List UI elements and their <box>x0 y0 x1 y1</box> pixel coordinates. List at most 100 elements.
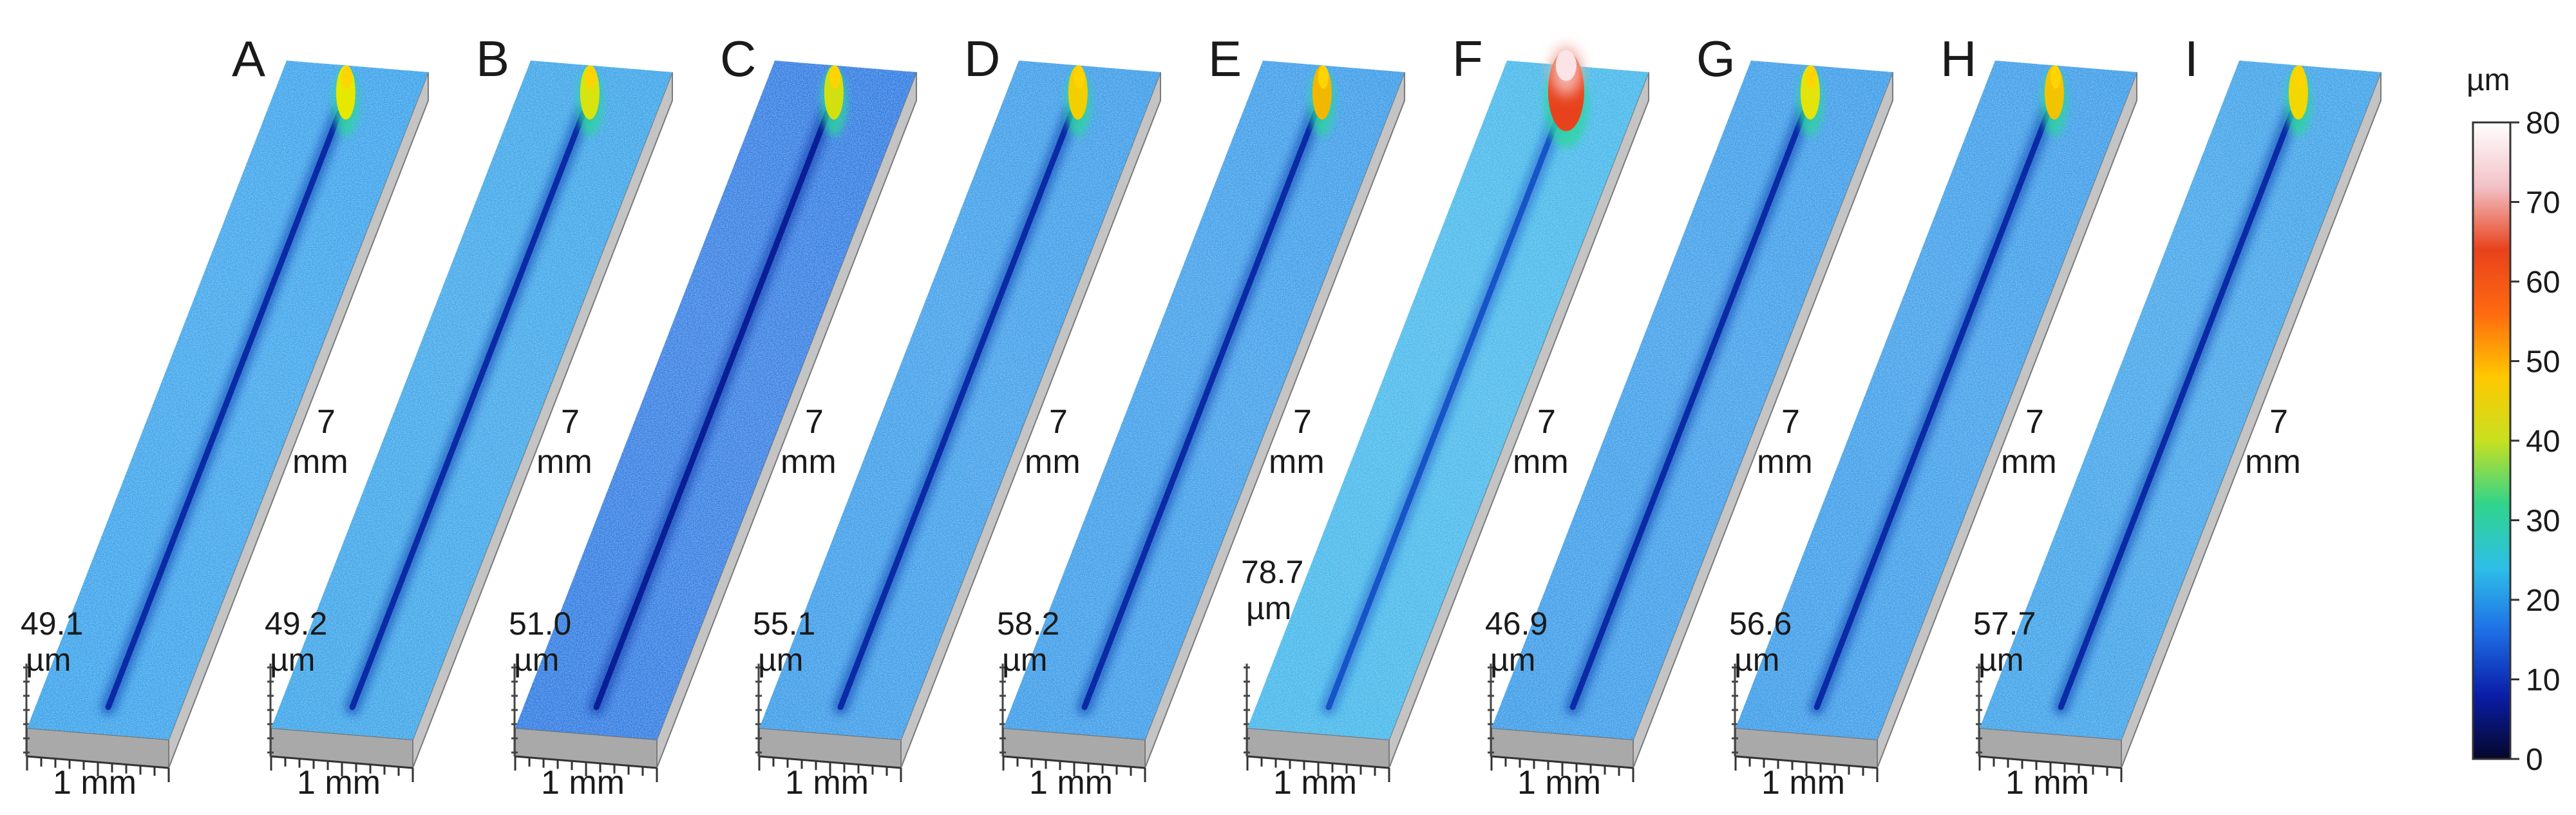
scratch-groove <box>2058 110 2295 711</box>
height-axis-ticks <box>999 664 1006 756</box>
width-label: 1 mm <box>53 764 137 801</box>
panel-letter: H <box>1940 30 1976 87</box>
color-scale-tick-label: 50 <box>2526 345 2560 379</box>
scratch-groove <box>1325 110 1563 711</box>
pile-up-peak <box>1065 65 1091 137</box>
color-scale-gradient <box>2472 121 2512 760</box>
max-height-unit-label: µm <box>1734 642 1779 678</box>
scratch-groove <box>837 110 1075 711</box>
max-height-unit-label: µm <box>26 642 71 678</box>
width-axis-ticks <box>1246 755 1390 782</box>
panel-letter: B <box>476 30 509 87</box>
max-height-value-label: 55.1 <box>753 606 815 642</box>
color-scale-ticks: 0 10 20 30 40 50 60 70 80 <box>2510 106 2560 777</box>
color-scale-tick-label: 70 <box>2526 186 2560 220</box>
length-unit-label: mm <box>292 443 348 481</box>
width-label: 1 mm <box>541 764 625 801</box>
pile-up-peak <box>332 65 359 137</box>
width-axis-ticks <box>1734 755 1879 782</box>
height-axis-ticks <box>1244 664 1250 756</box>
max-height-value-label: 78.7 <box>1241 554 1303 590</box>
length-value-label: 7 <box>1049 403 1068 441</box>
max-height-value-label: 57.7 <box>1973 606 2036 642</box>
width-label: 1 mm <box>1029 764 1113 801</box>
max-height-value-label: 46.9 <box>1485 606 1548 642</box>
max-height-unit-label: µm <box>1978 642 2023 678</box>
height-axis-ticks <box>511 664 518 756</box>
length-unit-label: mm <box>1025 443 1081 481</box>
length-unit-label: mm <box>2001 443 2057 481</box>
pile-up-peak <box>2041 65 2067 137</box>
block-side-face <box>1877 72 2137 769</box>
width-axis-ticks <box>1978 755 2123 782</box>
block-side-face <box>2121 72 2382 769</box>
panel-letter: A <box>232 30 265 87</box>
length-unit-label: mm <box>1513 443 1569 481</box>
width-axis-ticks <box>1002 755 1146 782</box>
color-scale-bar: µm 0 10 20 30 40 50 60 70 80 <box>2467 63 2560 777</box>
width-label: 1 mm <box>1273 764 1357 801</box>
color-scale-tick-label: 20 <box>2526 584 2560 618</box>
max-height-unit-label: µm <box>1490 642 1535 678</box>
max-height-unit-label: µm <box>1246 590 1291 626</box>
scratch-groove <box>1081 110 1319 711</box>
height-axis-ticks <box>267 664 274 756</box>
width-axis-ticks <box>758 755 902 782</box>
height-axis-ticks <box>755 664 762 756</box>
width-axis-ticks <box>1490 755 1634 782</box>
length-value-label: 7 <box>1293 403 1312 441</box>
block-side-face <box>412 72 673 769</box>
width-axis-ticks <box>270 755 414 782</box>
scratch-groove <box>593 110 831 711</box>
color-scale-tick-label: 40 <box>2526 425 2560 459</box>
panel-letter: G <box>1696 30 1736 87</box>
length-unit-label: mm <box>1757 443 1813 481</box>
length-unit-label: mm <box>1269 443 1325 481</box>
pile-up-peak <box>1797 65 1823 137</box>
block-side-face <box>1633 72 1893 769</box>
color-scale-tick-label: 10 <box>2526 664 2560 698</box>
width-label: 1 mm <box>785 764 869 801</box>
panel-letter: C <box>720 30 756 87</box>
height-axis-ticks <box>1488 664 1494 756</box>
block-side-face <box>168 72 429 769</box>
width-label: 1 mm <box>297 764 381 801</box>
length-unit-label: mm <box>536 443 592 481</box>
block-side-face <box>1388 72 1649 769</box>
height-axis-ticks <box>1976 664 1982 756</box>
length-value-label: 7 <box>1781 403 1800 441</box>
panel-letter: D <box>964 30 1000 87</box>
color-scale-tick-label: 80 <box>2526 106 2560 140</box>
color-scale-tick-label: 30 <box>2526 504 2560 539</box>
max-height-value-label: 49.2 <box>265 606 327 642</box>
height-axis-ticks <box>23 664 30 756</box>
panel-letter: I <box>2184 30 2199 87</box>
pile-up-peak <box>576 65 603 137</box>
length-value-label: 7 <box>805 403 824 441</box>
length-unit-label: mm <box>781 443 837 481</box>
scratch-groove <box>1569 110 1807 711</box>
max-height-value-label: 51.0 <box>509 606 571 642</box>
scratch-groove <box>105 110 343 711</box>
max-height-unit-label: µm <box>514 642 559 678</box>
width-label: 1 mm <box>2005 764 2089 801</box>
max-height-value-label: 58.2 <box>997 606 1059 642</box>
length-value-label: 7 <box>1537 403 1556 441</box>
width-label: 1 mm <box>1761 764 1845 801</box>
pile-up-peak <box>1309 65 1335 137</box>
width-axis-ticks <box>26 755 170 782</box>
color-scale-tick-label: 60 <box>2526 265 2560 300</box>
length-value-label: 7 <box>2269 403 2288 441</box>
panel-letter: E <box>1208 30 1242 87</box>
height-axis-ticks <box>1732 664 1738 756</box>
width-label: 1 mm <box>1517 764 1601 801</box>
max-height-unit-label: µm <box>758 642 803 678</box>
